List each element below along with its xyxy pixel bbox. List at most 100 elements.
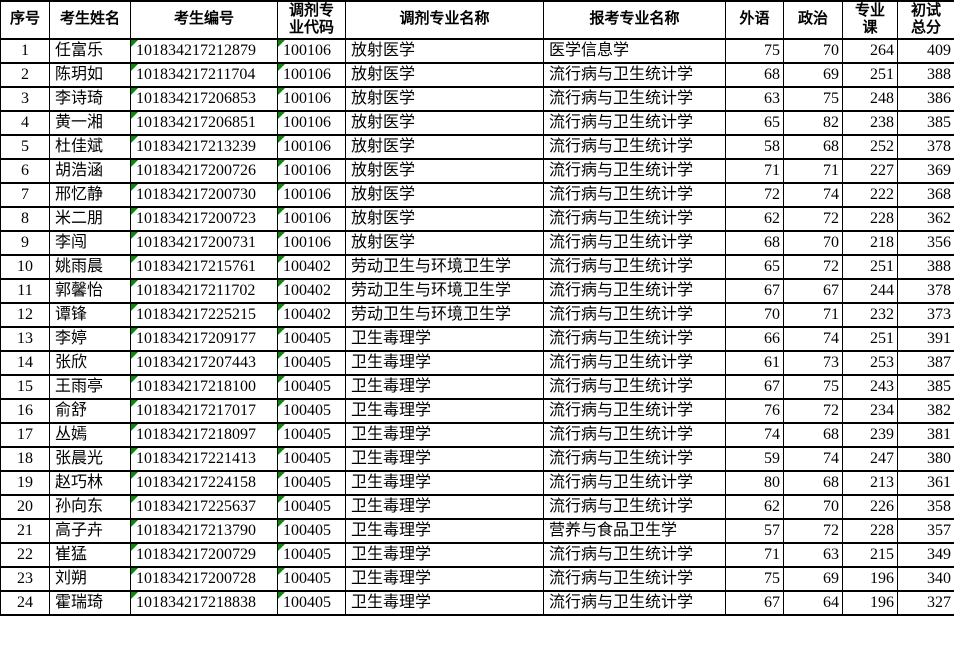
cell-transfer-code[interactable]: 100402: [277, 302, 346, 328]
cell-total-score[interactable]: 362: [897, 206, 954, 232]
cell-transfer-major[interactable]: 放射医学: [345, 206, 544, 232]
cell-politics[interactable]: 75: [783, 374, 843, 400]
cell-transfer-major[interactable]: 劳动卫生与环境卫生学: [345, 302, 544, 328]
cell-major-course[interactable]: 239: [842, 422, 898, 448]
cell-candidate-no[interactable]: 101834217200726: [130, 158, 278, 184]
cell-total-score[interactable]: 380: [897, 446, 954, 472]
cell-major-course[interactable]: 234: [842, 398, 898, 424]
cell-foreign-lang[interactable]: 68: [725, 62, 784, 88]
cell-name[interactable]: 谭锋: [49, 302, 131, 328]
cell-foreign-lang[interactable]: 68: [725, 230, 784, 256]
cell-foreign-lang[interactable]: 75: [725, 566, 784, 592]
cell-applied-major[interactable]: 流行病与卫生统计学: [543, 422, 726, 448]
cell-transfer-major[interactable]: 卫生毒理学: [345, 566, 544, 592]
cell-name[interactable]: 胡浩涵: [49, 158, 131, 184]
cell-applied-major[interactable]: 流行病与卫生统计学: [543, 566, 726, 592]
cell-index[interactable]: 23: [0, 566, 50, 592]
cell-total-score[interactable]: 388: [897, 62, 954, 88]
cell-candidate-no[interactable]: 101834217209177: [130, 326, 278, 352]
cell-major-course[interactable]: 196: [842, 566, 898, 592]
cell-major-course[interactable]: 253: [842, 350, 898, 376]
cell-total-score[interactable]: 381: [897, 422, 954, 448]
col-header-applied-major[interactable]: 报考专业名称: [543, 0, 726, 40]
cell-transfer-major[interactable]: 卫生毒理学: [345, 326, 544, 352]
cell-total-score[interactable]: 388: [897, 254, 954, 280]
cell-name[interactable]: 郭馨怡: [49, 278, 131, 304]
cell-major-course[interactable]: 251: [842, 254, 898, 280]
cell-applied-major[interactable]: 流行病与卫生统计学: [543, 254, 726, 280]
cell-name[interactable]: 邢忆静: [49, 182, 131, 208]
cell-major-course[interactable]: 251: [842, 326, 898, 352]
cell-transfer-code[interactable]: 100405: [277, 494, 346, 520]
cell-transfer-major[interactable]: 卫生毒理学: [345, 590, 544, 616]
cell-applied-major[interactable]: 流行病与卫生统计学: [543, 302, 726, 328]
cell-candidate-no[interactable]: 101834217224158: [130, 470, 278, 496]
cell-politics[interactable]: 82: [783, 110, 843, 136]
cell-foreign-lang[interactable]: 80: [725, 470, 784, 496]
cell-transfer-code[interactable]: 100405: [277, 470, 346, 496]
cell-applied-major[interactable]: 流行病与卫生统计学: [543, 110, 726, 136]
cell-politics[interactable]: 70: [783, 494, 843, 520]
cell-index[interactable]: 9: [0, 230, 50, 256]
cell-politics[interactable]: 72: [783, 398, 843, 424]
cell-transfer-code[interactable]: 100106: [277, 206, 346, 232]
cell-transfer-code[interactable]: 100405: [277, 374, 346, 400]
cell-transfer-code[interactable]: 100405: [277, 566, 346, 592]
cell-transfer-major[interactable]: 放射医学: [345, 62, 544, 88]
cell-name[interactable]: 霍瑞琦: [49, 590, 131, 616]
cell-transfer-major[interactable]: 放射医学: [345, 110, 544, 136]
cell-foreign-lang[interactable]: 67: [725, 278, 784, 304]
cell-applied-major[interactable]: 流行病与卫生统计学: [543, 446, 726, 472]
cell-major-course[interactable]: 238: [842, 110, 898, 136]
cell-candidate-no[interactable]: 101834217211702: [130, 278, 278, 304]
col-header-major-course[interactable]: 专业 课: [842, 0, 898, 40]
cell-candidate-no[interactable]: 101834217218100: [130, 374, 278, 400]
cell-foreign-lang[interactable]: 58: [725, 134, 784, 160]
cell-transfer-major[interactable]: 卫生毒理学: [345, 446, 544, 472]
cell-name[interactable]: 高子卉: [49, 518, 131, 544]
cell-transfer-code[interactable]: 100402: [277, 278, 346, 304]
cell-total-score[interactable]: 409: [897, 38, 954, 64]
cell-index[interactable]: 4: [0, 110, 50, 136]
cell-major-course[interactable]: 215: [842, 542, 898, 568]
cell-total-score[interactable]: 385: [897, 374, 954, 400]
cell-candidate-no[interactable]: 101834217200728: [130, 566, 278, 592]
cell-index[interactable]: 22: [0, 542, 50, 568]
cell-major-course[interactable]: 222: [842, 182, 898, 208]
cell-candidate-no[interactable]: 101834217200731: [130, 230, 278, 256]
cell-politics[interactable]: 68: [783, 470, 843, 496]
cell-foreign-lang[interactable]: 59: [725, 446, 784, 472]
cell-applied-major[interactable]: 流行病与卫生统计学: [543, 206, 726, 232]
cell-applied-major[interactable]: 流行病与卫生统计学: [543, 398, 726, 424]
cell-transfer-major[interactable]: 放射医学: [345, 182, 544, 208]
cell-transfer-code[interactable]: 100106: [277, 86, 346, 112]
cell-name[interactable]: 姚雨晨: [49, 254, 131, 280]
col-header-transfer-code[interactable]: 调剂专 业代码: [277, 0, 346, 40]
cell-transfer-code[interactable]: 100405: [277, 350, 346, 376]
cell-major-course[interactable]: 228: [842, 206, 898, 232]
cell-index[interactable]: 16: [0, 398, 50, 424]
cell-index[interactable]: 5: [0, 134, 50, 160]
cell-total-score[interactable]: 387: [897, 350, 954, 376]
cell-candidate-no[interactable]: 101834217221413: [130, 446, 278, 472]
cell-index[interactable]: 24: [0, 590, 50, 616]
cell-total-score[interactable]: 358: [897, 494, 954, 520]
cell-foreign-lang[interactable]: 74: [725, 422, 784, 448]
cell-politics[interactable]: 72: [783, 518, 843, 544]
cell-candidate-no[interactable]: 101834217215761: [130, 254, 278, 280]
cell-name[interactable]: 张晨光: [49, 446, 131, 472]
cell-name[interactable]: 陈玥如: [49, 62, 131, 88]
cell-major-course[interactable]: 218: [842, 230, 898, 256]
cell-index[interactable]: 11: [0, 278, 50, 304]
cell-total-score[interactable]: 361: [897, 470, 954, 496]
cell-index[interactable]: 19: [0, 470, 50, 496]
cell-name[interactable]: 李婷: [49, 326, 131, 352]
cell-major-course[interactable]: 243: [842, 374, 898, 400]
cell-politics[interactable]: 75: [783, 86, 843, 112]
cell-applied-major[interactable]: 流行病与卫生统计学: [543, 158, 726, 184]
cell-major-course[interactable]: 232: [842, 302, 898, 328]
cell-foreign-lang[interactable]: 62: [725, 494, 784, 520]
cell-foreign-lang[interactable]: 71: [725, 542, 784, 568]
cell-transfer-code[interactable]: 100405: [277, 446, 346, 472]
cell-foreign-lang[interactable]: 75: [725, 38, 784, 64]
